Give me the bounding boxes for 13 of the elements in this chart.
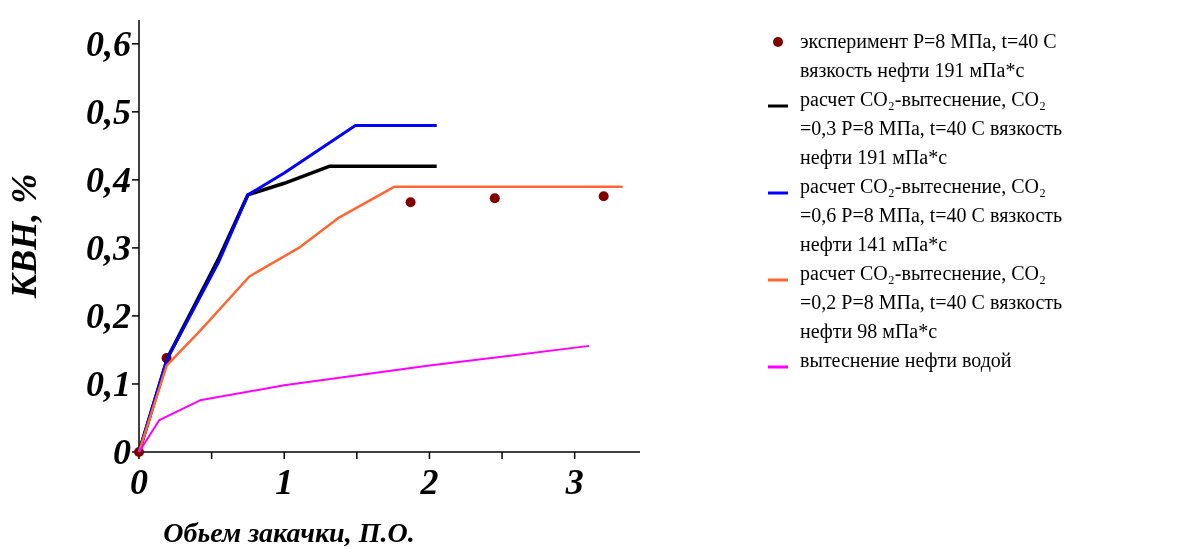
x-axis-title: Обьем закачки, П.О. — [163, 517, 415, 548]
x-tick-label: 1 — [275, 462, 294, 502]
y-axis-title: КВН, % — [4, 173, 44, 300]
y-tick-label: 0,3 — [86, 227, 131, 268]
x-tick-label: 3 — [564, 462, 584, 502]
y-tick-label: 0,2 — [86, 295, 131, 336]
y-tick-label: 0,4 — [86, 159, 131, 200]
y-tick-label: 0,5 — [86, 91, 131, 132]
y-tick-label: 0 — [113, 432, 131, 472]
x-tick-label: 2 — [419, 462, 439, 502]
legend-label: вытеснение нефти водой — [800, 349, 1012, 372]
y-tick-label: 0,6 — [86, 23, 131, 64]
y-tick-label: 0,1 — [86, 363, 131, 404]
